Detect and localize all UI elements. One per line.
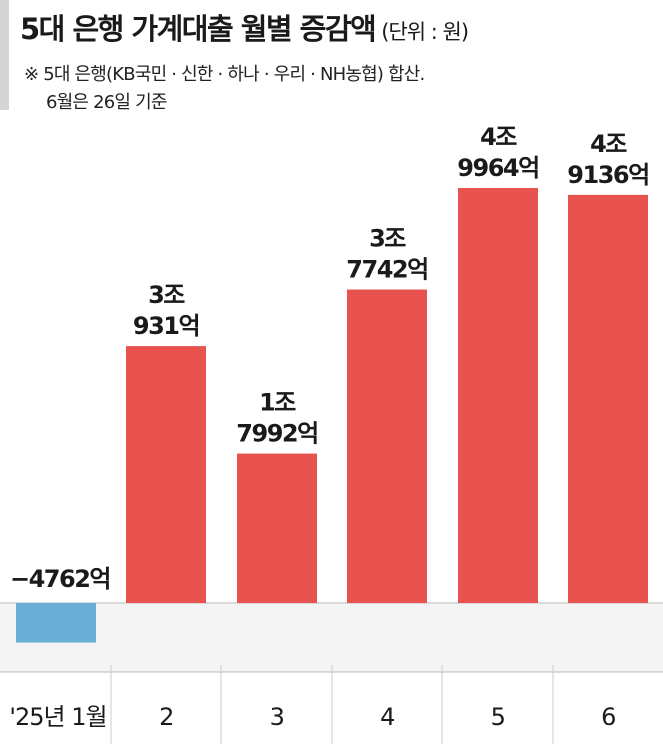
bar-3	[237, 453, 317, 603]
x-tick-label: 5	[491, 703, 505, 731]
data-label: 7742억	[346, 256, 427, 284]
data-label: 9964억	[457, 154, 538, 182]
data-label: 4조	[590, 130, 627, 158]
data-label: −4762억	[10, 565, 110, 593]
x-tick-label: '25년 1월	[9, 703, 106, 731]
bar-1	[16, 603, 96, 643]
negative-area-band	[0, 603, 663, 672]
chart-header: 5대 은행 가계대출 월별 증감액 (단위 : 원)	[20, 6, 469, 48]
data-label: 1조	[259, 389, 296, 417]
data-label: 3조	[369, 225, 406, 253]
header-accent-bar	[0, 0, 9, 110]
data-label: 931억	[133, 312, 199, 340]
x-tick-label: 3	[270, 703, 284, 731]
source-note: ※ 5대 은행(KB국민 · 신한 · 하나 · 우리 · NH농협) 합산.	[24, 64, 425, 85]
x-tick-label: 4	[380, 703, 394, 731]
data-label: 3조	[148, 281, 185, 309]
x-tick-label: 2	[159, 703, 173, 731]
date-note: 6월은 26일 기준	[46, 92, 167, 113]
bar-2	[126, 346, 206, 603]
data-label: 7992억	[236, 420, 317, 448]
data-label: 9136억	[567, 161, 648, 189]
data-label: 4조	[480, 123, 517, 151]
unit-label: (단위 : 원)	[381, 20, 469, 44]
x-tick-label: 6	[601, 703, 615, 731]
bar-6	[568, 194, 648, 603]
bar-4	[347, 289, 427, 603]
bar-5	[458, 188, 538, 603]
chart-title: 5대 은행 가계대출 월별 증감액	[20, 12, 377, 46]
